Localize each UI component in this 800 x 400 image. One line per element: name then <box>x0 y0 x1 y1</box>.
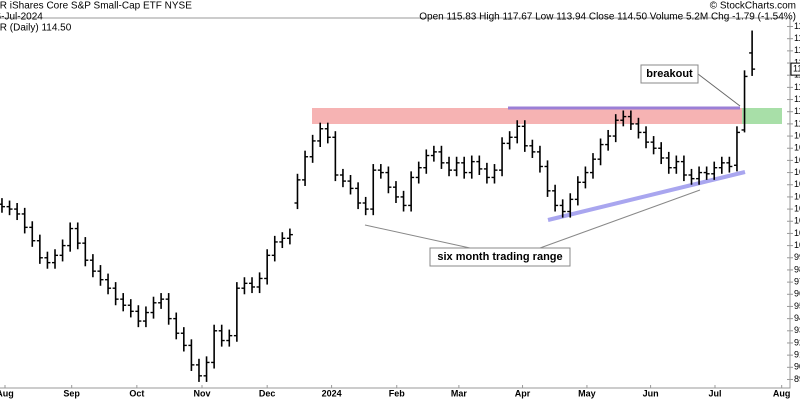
breakout-zone <box>742 108 782 124</box>
y-tick-label: 103 <box>794 203 800 213</box>
y-tick-label: 111 <box>794 106 800 116</box>
x-tick-label: Nov <box>194 388 211 398</box>
y-tick-label: 101 <box>794 228 800 238</box>
x-tick-label: Aug <box>773 388 791 398</box>
y-tick-label: 91 <box>794 350 800 360</box>
y-tick-label: 108 <box>794 143 800 153</box>
x-tick-label: May <box>578 388 596 398</box>
x-tick-label: 2024 <box>322 388 342 398</box>
y-tick-label: 99 <box>794 252 800 262</box>
annotation: six month trading range <box>437 251 562 263</box>
x-tick-label: Jul <box>708 388 721 398</box>
y-tick-label: 93 <box>794 325 800 335</box>
plot-frame <box>0 17 791 389</box>
y-tick-label: 107 <box>794 155 800 165</box>
y-tick-label: 115 <box>794 57 800 67</box>
y-tick-label: 110 <box>794 118 800 128</box>
price-bars <box>0 30 756 382</box>
x-tick-label: Mar <box>451 388 468 398</box>
y-tick-label: 104 <box>794 191 800 201</box>
series-label: IJR (Daily) 114.50 <box>0 23 72 34</box>
y-tick-label: 116 <box>794 45 800 55</box>
x-tick-label: Feb <box>389 388 406 398</box>
callout-line <box>539 189 701 249</box>
x-tick-label: Oct <box>129 388 144 398</box>
last-price-box <box>790 62 800 76</box>
y-tick-label: 117 <box>794 33 800 43</box>
annotation: breakout <box>646 68 693 80</box>
last-price-label: 114.50 <box>793 63 800 73</box>
callout-line <box>697 73 741 107</box>
x-tick-label: Apr <box>515 388 531 398</box>
callout-line <box>364 224 471 249</box>
y-tick-label: 100 <box>794 240 800 250</box>
quote-line: Open 115.83 High 117.67 Low 113.94 Close… <box>419 12 796 23</box>
y-tick-label: 109 <box>794 130 800 140</box>
callout-box <box>640 64 699 84</box>
y-tick-label: 113 <box>794 82 800 92</box>
y-tick-label: 102 <box>794 216 800 226</box>
chart-date: 16-Jul-2024 <box>0 12 43 23</box>
y-tick-label: 98 <box>794 264 800 274</box>
x-tick-label: Dec <box>259 388 276 398</box>
source: © StockCharts.com <box>710 1 796 12</box>
y-tick-label: 106 <box>794 167 800 177</box>
callout-box <box>429 247 571 267</box>
support-line <box>547 170 746 222</box>
y-tick-label: 94 <box>794 313 800 323</box>
y-tick-label: 90 <box>794 362 800 372</box>
x-tick-label: Aug <box>0 388 14 398</box>
x-tick-label: Sep <box>63 388 80 398</box>
y-tick-label: 105 <box>794 179 800 189</box>
y-tick-label: 97 <box>794 276 800 286</box>
x-tick-label: Jun <box>643 388 659 398</box>
resistance-zone <box>312 108 742 124</box>
chart-title: IJR iShares Core S&P Small-Cap ETF NYSE <box>0 1 192 12</box>
y-tick-label: 92 <box>794 337 800 347</box>
y-tick-label: 112 <box>794 94 800 104</box>
y-tick-label: 118 <box>794 21 800 31</box>
y-tick-label: 96 <box>794 289 800 299</box>
y-tick-label: 89 <box>794 374 800 384</box>
y-tick-label: 95 <box>794 301 800 311</box>
